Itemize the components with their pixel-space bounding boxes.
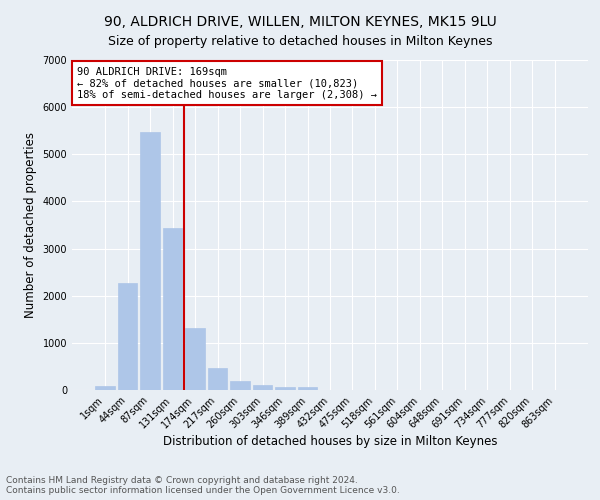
Text: 90, ALDRICH DRIVE, WILLEN, MILTON KEYNES, MK15 9LU: 90, ALDRICH DRIVE, WILLEN, MILTON KEYNES… [104,15,496,29]
Bar [140,132,160,390]
Text: 90 ALDRICH DRIVE: 169sqm
← 82% of detached houses are smaller (10,823)
18% of se: 90 ALDRICH DRIVE: 169sqm ← 82% of detach… [77,66,377,100]
Text: Size of property relative to detached houses in Milton Keynes: Size of property relative to detached ho… [108,35,492,48]
Bar [95,386,115,390]
X-axis label: Distribution of detached houses by size in Milton Keynes: Distribution of detached houses by size … [163,436,497,448]
Bar [230,381,250,390]
Bar [208,368,227,390]
Bar [118,284,137,390]
Bar [253,385,272,390]
Bar [163,228,182,390]
Text: Contains HM Land Registry data © Crown copyright and database right 2024.
Contai: Contains HM Land Registry data © Crown c… [6,476,400,495]
Bar [298,388,317,390]
Bar [275,386,295,390]
Bar [185,328,205,390]
Y-axis label: Number of detached properties: Number of detached properties [24,132,37,318]
